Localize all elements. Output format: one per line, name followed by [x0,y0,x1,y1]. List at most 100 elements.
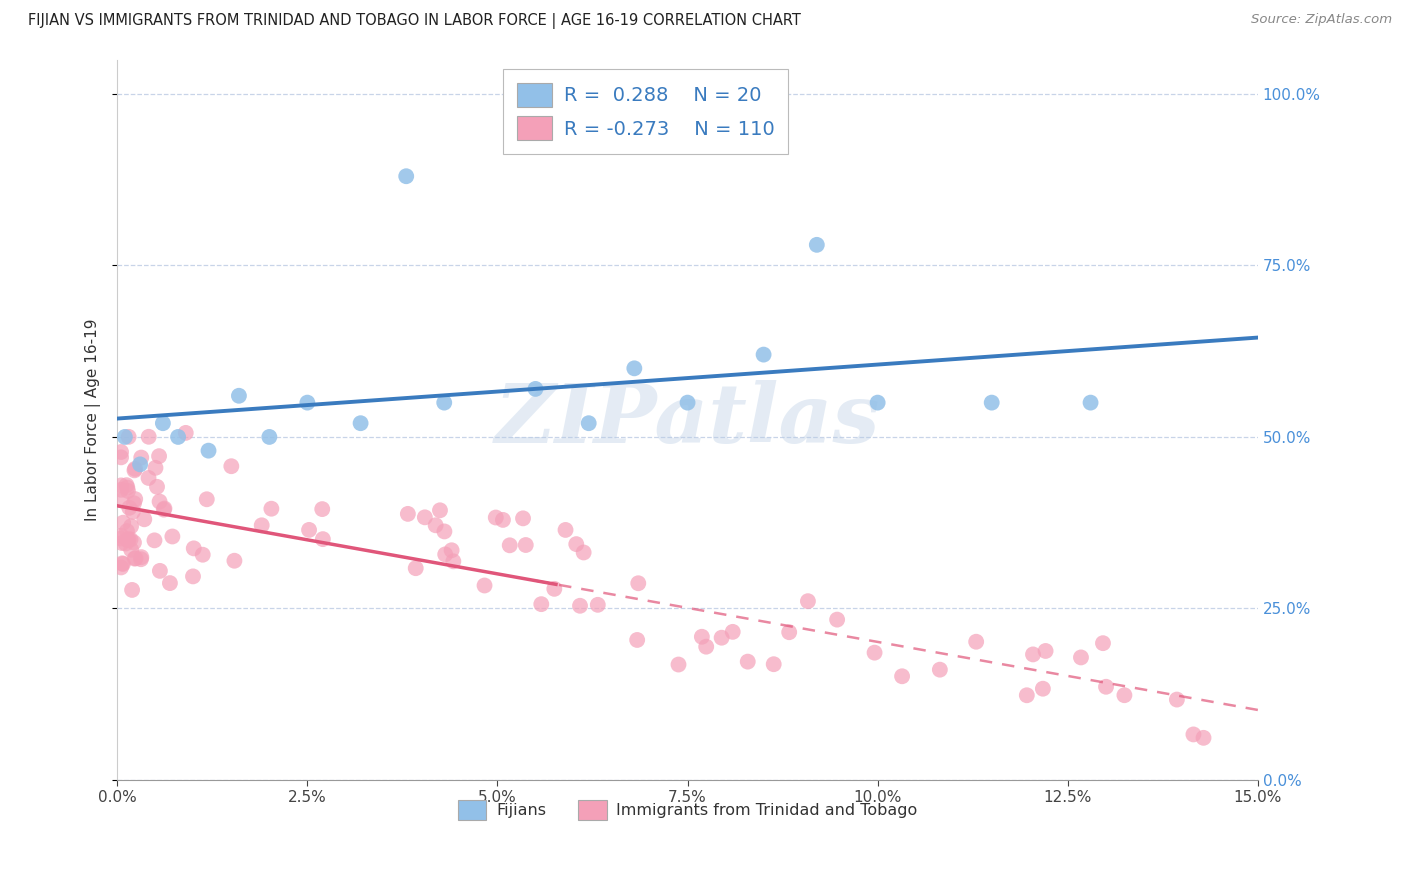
Point [485,510,508,524]
Point [413,510,436,524]
Point [174,425,197,440]
Point [117,533,139,548]
Point [228,389,250,403]
Point [122,496,145,510]
Point [965,634,987,648]
Point [578,416,600,430]
Point [623,361,645,376]
Point [181,569,204,583]
Point [710,631,733,645]
Point [110,483,132,497]
Point [433,395,456,409]
Point [515,538,537,552]
Point [114,536,136,550]
Point [129,552,152,566]
Point [143,533,166,548]
Point [891,669,914,683]
Point [1022,648,1045,662]
Y-axis label: In Labor Force | Age 16-19: In Labor Force | Age 16-19 [86,318,101,521]
Point [778,625,800,640]
Point [695,640,717,654]
Point [1070,650,1092,665]
Point [250,518,273,533]
Point [1182,727,1205,741]
Point [152,502,174,516]
Point [115,478,138,492]
Point [311,502,333,516]
Point [124,492,146,507]
Point [492,513,515,527]
Point [524,382,547,396]
Point [148,449,170,463]
Point [569,599,592,613]
Point [134,512,156,526]
Point [110,478,132,492]
Point [117,532,139,546]
Point [395,169,418,184]
Point [124,462,146,476]
Point [586,598,609,612]
Point [117,483,139,498]
Point [118,500,141,515]
Text: FIJIAN VS IMMIGRANTS FROM TRINIDAD AND TOBAGO IN LABOR FORCE | AGE 16-19 CORRELA: FIJIAN VS IMMIGRANTS FROM TRINIDAD AND T… [28,13,801,29]
Point [396,507,419,521]
Point [349,416,371,430]
Point [260,501,283,516]
Point [145,460,167,475]
Point [124,551,146,566]
Point [474,578,496,592]
Point [110,450,132,465]
Point [120,542,142,557]
Point [152,416,174,430]
Point [183,541,205,556]
Point [191,548,214,562]
Point [162,529,184,543]
Point [676,395,699,409]
Point [118,430,141,444]
Point [298,523,321,537]
Point [131,550,153,565]
Point [737,655,759,669]
Point [110,529,132,543]
Point [110,493,132,508]
Point [149,564,172,578]
Point [530,597,553,611]
Point [111,557,134,571]
Point [129,450,152,465]
Point [121,505,143,519]
Point [146,480,169,494]
Point [159,576,181,591]
Point [980,395,1002,409]
Point [110,532,132,546]
Point [312,532,335,546]
Text: Source: ZipAtlas.com: Source: ZipAtlas.com [1251,13,1392,27]
Point [1080,395,1102,409]
Point [117,481,139,495]
Point [167,430,190,444]
Point [863,646,886,660]
Point [112,516,135,530]
Point [129,458,152,472]
Point [1192,731,1215,745]
Point [121,582,143,597]
Point [195,492,218,507]
Point [1091,636,1114,650]
Point [1095,680,1118,694]
Point [259,430,281,444]
Point [806,237,828,252]
Point [752,348,775,362]
Legend: Fijians, Immigrants from Trinidad and Tobago: Fijians, Immigrants from Trinidad and To… [451,794,924,826]
Point [626,632,648,647]
Point [153,501,176,516]
Point [111,536,134,550]
Point [124,463,146,477]
Point [120,533,142,547]
Point [224,554,246,568]
Point [572,545,595,559]
Point [124,551,146,566]
Point [441,554,464,568]
Point [440,543,463,558]
Point [120,519,142,533]
Point [111,556,134,570]
Point [434,548,457,562]
